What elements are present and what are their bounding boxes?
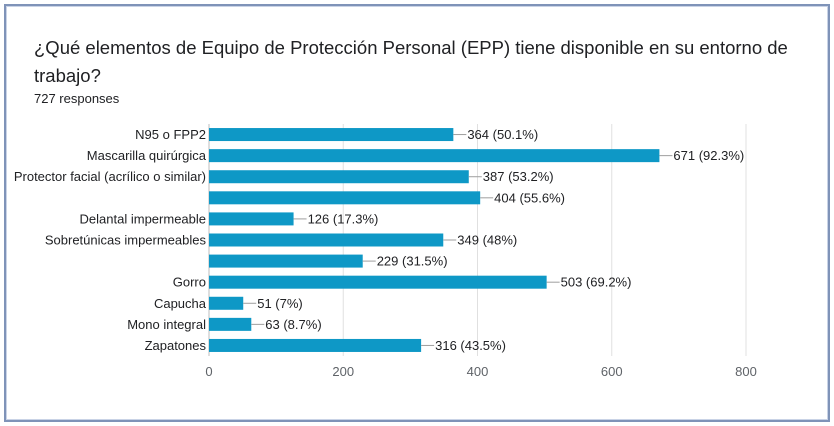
bar	[209, 212, 294, 226]
question-title: ¿Qué elementos de Equipo de Protección P…	[34, 37, 788, 86]
value-label: 364 (50.1%)	[467, 127, 538, 142]
category-label: Gorro	[173, 275, 206, 290]
bar	[209, 275, 547, 289]
category-label: Protector facial (acrílico o similar)	[14, 169, 206, 184]
bar	[209, 149, 660, 163]
value-label: 349 (48%)	[457, 233, 517, 248]
x-tick-label: 800	[735, 364, 757, 379]
bar	[209, 233, 444, 247]
category-label: N95 o FPP2	[135, 127, 206, 142]
category-label: Sobretúnicas impermeables	[45, 233, 207, 248]
category-label: Capucha	[154, 296, 207, 311]
value-label: 387 (53.2%)	[483, 169, 554, 184]
category-label: Mascarilla quirúrgica	[87, 148, 207, 163]
chart-card: ¿Qué elementos de Equipo de Protección P…	[4, 4, 830, 422]
value-label: 126 (17.3%)	[308, 211, 379, 226]
x-tick-labels: 0 200 400 600 800	[205, 364, 756, 379]
x-tick-label: 200	[332, 364, 354, 379]
bar	[209, 338, 422, 352]
x-tick-label: 0	[205, 364, 212, 379]
value-label: 229 (31.5%)	[377, 254, 448, 269]
value-label: 51 (7%)	[257, 296, 303, 311]
bar	[209, 128, 454, 142]
value-label: 63 (8.7%)	[265, 317, 321, 332]
value-label: 316 (43.5%)	[435, 338, 506, 353]
category-label: Mono integral	[127, 317, 206, 332]
value-label: 404 (55.6%)	[494, 190, 565, 205]
x-tick-label: 600	[601, 364, 623, 379]
bars	[209, 128, 660, 352]
bar	[209, 170, 469, 184]
bar	[209, 296, 244, 310]
category-label: Delantal impermeable	[80, 211, 206, 226]
value-label: 671 (92.3%)	[673, 148, 744, 163]
bar	[209, 191, 481, 205]
value-labels: 364 (50.1%) 671 (92.3%) 387 (53.2%) 404 (55…	[243, 127, 744, 353]
category-label: Zapatones	[145, 338, 207, 353]
bar	[209, 317, 252, 331]
bar	[209, 254, 363, 268]
category-labels: N95 o FPP2 Mascarilla quirúrgica Protector…	[14, 127, 207, 353]
value-label: 503 (69.2%)	[561, 275, 632, 290]
response-count: 727 responses	[34, 91, 120, 106]
x-tick-label: 400	[467, 364, 489, 379]
